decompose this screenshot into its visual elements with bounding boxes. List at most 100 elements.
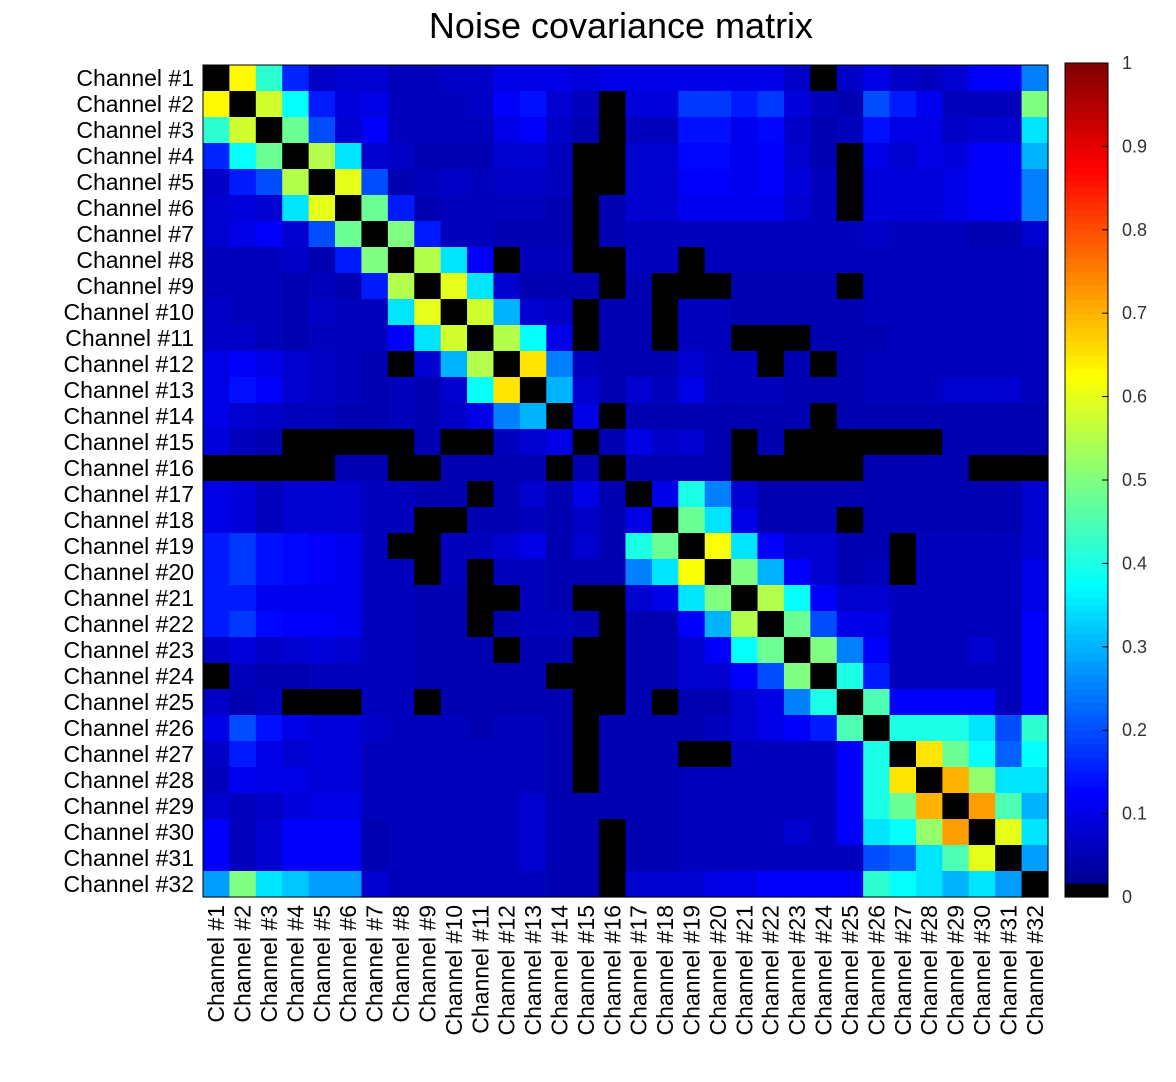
heatmap-cell [783,559,811,586]
heatmap-cell [704,507,732,534]
heatmap-cell [440,507,468,534]
heatmap-cell [757,169,785,196]
heatmap-cell [519,143,547,170]
heatmap-cell [651,325,679,352]
heatmap-cell [387,585,415,612]
heatmap-cell [810,195,838,222]
heatmap-cell [546,377,574,404]
heatmap-cell [678,533,706,560]
heatmap-cell [651,65,679,92]
heatmap-cell [335,819,363,846]
heatmap-cell [229,91,257,118]
heatmap-cell [836,117,864,144]
y-tick-label: Channel #7 [76,221,194,247]
heatmap-cell [335,845,363,872]
heatmap-cell [889,377,917,404]
heatmap-cell [1021,221,1049,248]
heatmap-cell [414,403,442,430]
heatmap-cell [282,715,310,742]
heatmap-cell [308,871,336,898]
heatmap-cell [282,507,310,534]
heatmap-cell [203,429,231,456]
heatmap-cell [625,247,653,274]
heatmap-cell [704,663,732,690]
heatmap-cell [757,689,785,716]
heatmap-cell [704,273,732,300]
heatmap-cell [546,715,574,742]
heatmap-cell [203,689,231,716]
colorbar-swatch [1065,876,1108,884]
heatmap-cell [704,143,732,170]
colorbar-swatch [1065,347,1108,356]
heatmap-cell [519,429,547,456]
heatmap-cell [282,663,310,690]
heatmap-cell [678,169,706,196]
heatmap-cell [625,221,653,248]
heatmap-cell [599,793,627,820]
colorbar-swatch [1065,459,1108,467]
heatmap-cell [493,117,521,144]
heatmap-cell [836,793,864,820]
heatmap-cell [625,663,653,690]
heatmap-cell [203,663,231,690]
heatmap-cell [863,481,891,508]
colorbar-tick-label: 0.1 [1122,804,1147,824]
heatmap-cell [757,65,785,92]
heatmap-cell [704,455,732,482]
heatmap-cell [546,325,574,352]
heatmap-cell [467,845,495,872]
heatmap-cell [863,403,891,430]
colorbar-tick-label: 0.2 [1122,720,1147,740]
heatmap-cell [255,195,283,222]
y-tick-label: Channel #31 [64,845,194,871]
heatmap-cell [995,533,1023,560]
heatmap-cell [599,169,627,196]
x-tick-label: Channel #3 [256,905,282,1023]
heatmap-cell [599,221,627,248]
heatmap-cell [546,507,574,534]
heatmap-cell [467,403,495,430]
colorbar-swatch [1065,306,1108,314]
colorbar-swatch [1065,632,1108,641]
heatmap-cell [440,195,468,222]
heatmap-cell [995,65,1023,92]
heatmap-cell [387,299,415,326]
heatmap-cell [203,325,231,352]
heatmap-cell [493,715,521,742]
heatmap-cell [519,507,547,534]
heatmap-cell [889,247,917,274]
heatmap-cell [704,715,732,742]
heatmap-cell [810,247,838,274]
heatmap-cell [625,741,653,768]
colorbar-swatch [1065,410,1108,419]
heatmap-cell [836,715,864,742]
heatmap-cell [757,611,785,638]
heatmap-cell [599,403,627,430]
heatmap-cell [995,611,1023,638]
heatmap-cell [757,403,785,430]
heatmap-cell [387,377,415,404]
heatmap-cell [915,273,943,300]
heatmap-cell [995,741,1023,768]
heatmap-cell [678,351,706,378]
heatmap-cell [255,247,283,274]
heatmap-cell [308,455,336,482]
heatmap-cell [757,117,785,144]
heatmap-cell [519,845,547,872]
heatmap-cell [783,741,811,768]
heatmap-cell [1021,65,1049,92]
colorbar-swatch [1065,125,1108,134]
heatmap-cell [599,559,627,586]
x-tick-label: Channel #13 [520,905,546,1035]
heatmap-cell [889,195,917,222]
heatmap-cell [203,247,231,274]
heatmap-cell [467,689,495,716]
heatmap-cell [229,871,257,898]
heatmap-cell [229,455,257,482]
heatmap-cells [203,65,1049,898]
colorbar-swatch [1065,382,1108,391]
heatmap-cell [995,689,1023,716]
heatmap-cell [810,91,838,118]
heatmap-cell [519,663,547,690]
